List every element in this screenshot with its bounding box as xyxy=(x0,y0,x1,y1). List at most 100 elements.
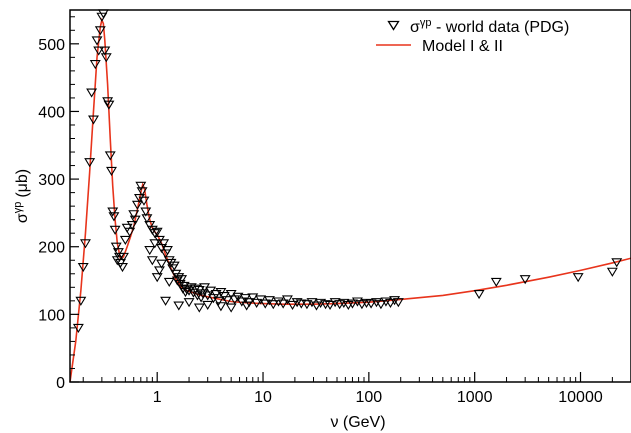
data-point xyxy=(329,298,341,308)
data-point xyxy=(108,212,120,222)
data-point xyxy=(117,252,129,262)
legend-model-label: Model I & II xyxy=(422,38,503,55)
data-point xyxy=(606,267,618,277)
data-point xyxy=(193,303,205,313)
data-point xyxy=(165,258,177,269)
data-point xyxy=(251,298,263,308)
data-point xyxy=(94,26,106,36)
data-point xyxy=(389,296,401,306)
legend-data-marker-icon xyxy=(387,20,400,31)
data-point xyxy=(380,297,392,307)
data-point xyxy=(131,200,143,210)
legend-data-label-text: - world data (PDG) xyxy=(432,19,570,36)
data-point xyxy=(149,239,161,249)
data-point xyxy=(370,298,382,308)
y-tick-label: 100 xyxy=(38,307,65,324)
x-tick-label: 1 xyxy=(153,389,162,406)
data-point xyxy=(117,262,128,273)
data-point xyxy=(129,215,141,225)
data-point xyxy=(384,298,396,308)
data-point xyxy=(79,239,91,249)
data-point xyxy=(473,290,485,300)
data-point xyxy=(141,214,153,224)
data-point xyxy=(301,300,313,310)
data-point xyxy=(356,300,368,310)
data-point xyxy=(89,60,101,70)
data-point xyxy=(281,295,293,305)
data-point xyxy=(291,298,303,308)
data-point xyxy=(215,302,227,312)
data-point xyxy=(365,299,377,309)
data-point xyxy=(221,296,233,306)
data-point xyxy=(124,227,136,237)
data-point xyxy=(277,299,289,309)
data-point xyxy=(295,299,307,309)
data-point xyxy=(128,210,140,220)
x-tick-label: 1000 xyxy=(457,389,493,406)
x-tick-label: 10 xyxy=(254,389,272,406)
data-point xyxy=(161,246,173,256)
data-point xyxy=(91,36,103,46)
data-point xyxy=(213,296,225,306)
data-point xyxy=(173,273,185,283)
data-point xyxy=(183,298,195,308)
axis-ticks: 0 100 200 300 400 500 1 10 100 1000 10000 xyxy=(38,16,613,406)
data-point xyxy=(86,88,98,98)
legend: σγp - world data (PDG) Model I & II xyxy=(376,17,569,55)
data-point xyxy=(311,301,322,311)
data-point xyxy=(112,248,124,258)
data-point xyxy=(100,53,112,63)
data-point xyxy=(346,299,358,309)
data-point xyxy=(140,207,152,217)
data-point xyxy=(375,300,387,310)
y-tick-label: 0 xyxy=(56,375,65,392)
data-point xyxy=(158,239,170,249)
data-point xyxy=(72,323,84,333)
data-point xyxy=(88,115,99,125)
data-point xyxy=(106,166,117,177)
y-axis-label-superscript: γp xyxy=(12,202,24,214)
data-point xyxy=(189,284,201,294)
y-tick-label: 300 xyxy=(38,172,65,189)
y-axis-label-symbol: σ xyxy=(14,213,31,223)
model-curve xyxy=(69,17,631,383)
data-point xyxy=(160,296,172,306)
data-point xyxy=(153,266,165,276)
data-point xyxy=(185,283,197,293)
x-axis-label: ν (GeV) xyxy=(330,414,385,431)
data-point xyxy=(138,196,150,206)
legend-data-label-superscript: γp xyxy=(420,17,432,29)
data-point xyxy=(103,100,115,110)
data-point xyxy=(168,261,180,271)
data-point xyxy=(197,289,209,299)
data-point xyxy=(135,181,147,191)
data-point xyxy=(77,262,89,273)
data-point xyxy=(519,275,531,285)
data-point xyxy=(146,256,158,266)
data-point xyxy=(151,227,163,237)
data-point xyxy=(225,290,237,300)
data-point xyxy=(133,193,145,204)
y-tick-label: 500 xyxy=(38,37,65,54)
plot-frame xyxy=(69,9,631,383)
data-point xyxy=(104,151,116,161)
data-point xyxy=(324,300,336,310)
data-point xyxy=(210,290,222,300)
data-point xyxy=(225,303,237,313)
data-point xyxy=(202,300,214,310)
y-axis-label: σγp (μb) xyxy=(12,169,31,223)
data-point xyxy=(119,235,131,246)
data-point xyxy=(109,225,121,235)
data-point xyxy=(611,258,623,268)
plot-layer xyxy=(69,9,631,383)
data-point xyxy=(75,296,87,306)
x-tick-label: 100 xyxy=(355,389,382,406)
data-point xyxy=(136,187,148,197)
data-point xyxy=(338,298,350,308)
data-point xyxy=(151,273,163,283)
legend-data-label-symbol: σ xyxy=(410,19,420,36)
data-point xyxy=(149,229,161,239)
data-point xyxy=(173,301,185,311)
data-point xyxy=(93,46,105,56)
